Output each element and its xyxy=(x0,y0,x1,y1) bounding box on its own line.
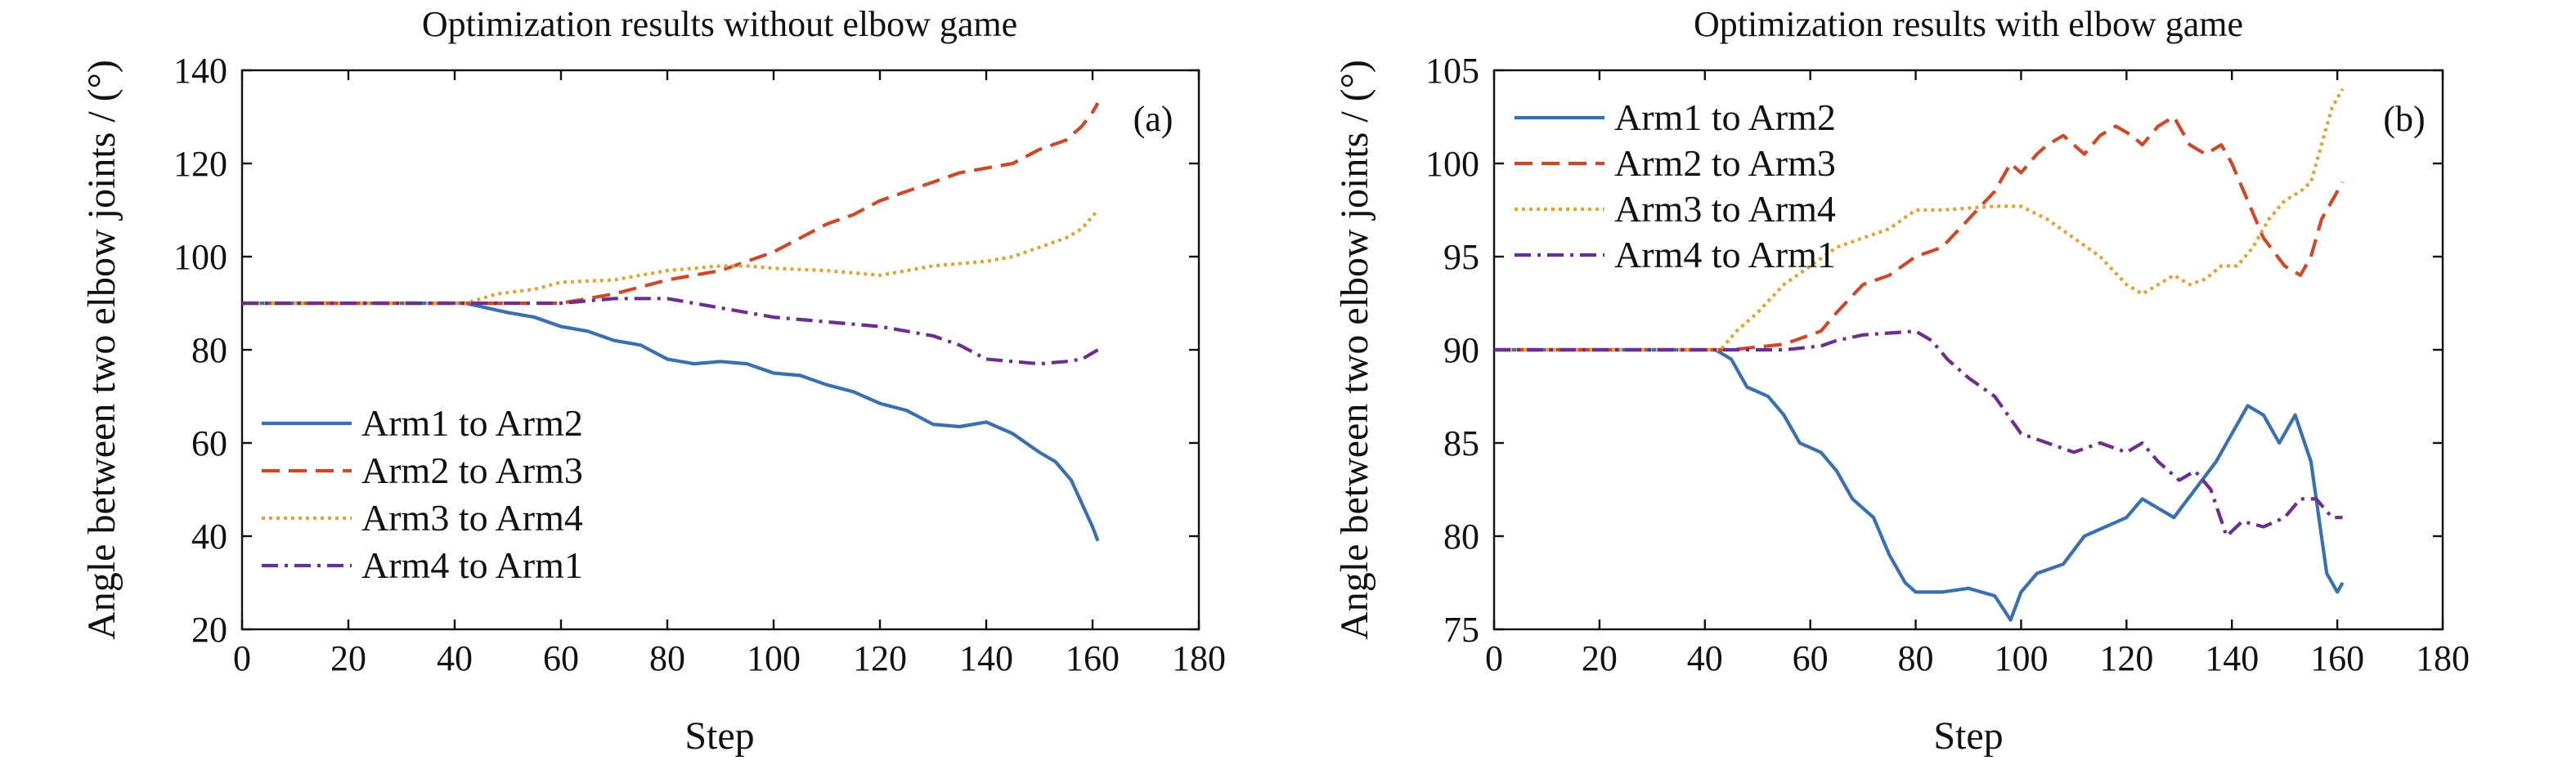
y-tick-label-b: 75 xyxy=(1443,610,1479,650)
x-tick-label-b: 140 xyxy=(2205,638,2259,678)
chart-title-a: Optimization results without elbow game xyxy=(422,4,1017,44)
x-tick-label-b: 120 xyxy=(2099,638,2153,678)
y-tick-label-b: 90 xyxy=(1443,330,1479,370)
y-tick-label-b: 85 xyxy=(1443,423,1479,463)
series-line-b-2 xyxy=(1494,114,2345,352)
chart-title-b: Optimization results with elbow game xyxy=(1694,4,2243,44)
x-tick-label-b: 40 xyxy=(1687,638,1723,678)
panel-b: Optimization results with elbow game (b)… xyxy=(1333,4,2470,758)
y-tick-label-a: 20 xyxy=(191,610,227,650)
x-tick-label-a: 80 xyxy=(649,638,685,678)
x-tick-label-b: 100 xyxy=(1994,638,2048,678)
legend-label-b: Arm4 to Arm1 xyxy=(1614,234,1836,275)
y-tick-label-b: 95 xyxy=(1443,237,1479,277)
y-tick-label-a: 40 xyxy=(191,517,227,557)
legend-label-a: Arm1 to Arm2 xyxy=(361,402,583,444)
legend-label-a: Arm4 to Arm1 xyxy=(361,544,583,586)
x-tick-label-b: 160 xyxy=(2310,638,2364,678)
y-tick-label-a: 80 xyxy=(191,330,227,370)
panel-label-a: (a) xyxy=(1133,99,1174,139)
x-tick-label-a: 20 xyxy=(330,638,366,678)
y-tick-label-b: 80 xyxy=(1443,517,1479,557)
series-line-a-3 xyxy=(242,208,1100,306)
y-tick-label-a: 140 xyxy=(173,51,227,91)
series-line-a-4 xyxy=(242,297,1099,366)
legend-a: Arm1 to Arm2 Arm2 to Arm3 Arm3 to Arm4 Arm4… xyxy=(262,402,583,586)
x-tick-label-b: 60 xyxy=(1793,638,1829,678)
y-tick-label-a: 100 xyxy=(173,237,227,277)
x-tick-label-b: 0 xyxy=(1485,638,1503,678)
x-tick-label-a: 60 xyxy=(543,638,579,678)
x-tick-label-b: 80 xyxy=(1898,638,1934,678)
series-line-a-2 xyxy=(242,101,1100,306)
series-line-b-3 xyxy=(1494,87,2345,352)
x-tick-label-a: 120 xyxy=(853,638,907,678)
x-axis-label-b: Step xyxy=(1933,714,2003,758)
series-line-b-1 xyxy=(1494,347,2345,622)
panel-label-b: (b) xyxy=(2383,99,2425,139)
legend-label-b: Arm1 to Arm2 xyxy=(1614,96,1836,138)
x-tick-label-a: 0 xyxy=(233,638,251,678)
x-tick-label-a: 40 xyxy=(437,638,473,678)
y-tick-label-b: 105 xyxy=(1425,51,1479,91)
x-tick-label-b: 180 xyxy=(2416,638,2470,678)
series-line-b-4 xyxy=(1494,329,2343,539)
y-tick-label-b: 100 xyxy=(1425,144,1479,184)
panel-a: Optimization results without elbow game … xyxy=(80,4,1226,758)
y-tick-label-a: 60 xyxy=(191,423,227,463)
y-axis-label-a: Angle between two elbow joints / (°) xyxy=(80,60,123,640)
legend-label-a: Arm3 to Arm4 xyxy=(361,497,583,539)
series-line-a-1 xyxy=(242,301,1100,542)
x-tick-label-a: 100 xyxy=(747,638,801,678)
x-axis-label-a: Step xyxy=(684,714,754,758)
x-tick-label-b: 20 xyxy=(1582,638,1618,678)
legend-label-b: Arm2 to Arm3 xyxy=(1614,142,1836,184)
x-tick-label-a: 180 xyxy=(1172,638,1226,678)
legend-label-a: Arm2 to Arm3 xyxy=(361,450,583,491)
y-axis-label-b: Angle between two elbow joints / (°) xyxy=(1333,60,1376,640)
x-tick-label-a: 140 xyxy=(959,638,1013,678)
legend-label-b: Arm3 to Arm4 xyxy=(1614,188,1836,230)
x-tick-label-a: 160 xyxy=(1066,638,1120,678)
y-tick-label-a: 120 xyxy=(173,144,227,184)
